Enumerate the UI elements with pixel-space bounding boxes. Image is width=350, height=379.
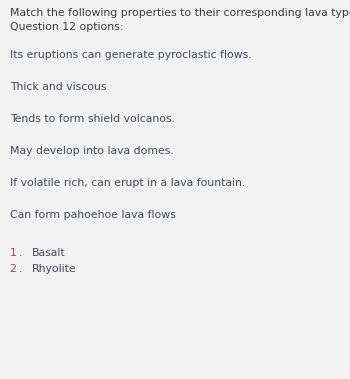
Text: Rhyolite: Rhyolite: [32, 264, 77, 274]
Text: 2 .: 2 .: [10, 264, 22, 274]
Text: Match the following properties to their corresponding lava type.: Match the following properties to their …: [10, 8, 350, 18]
Text: 1 .: 1 .: [10, 248, 22, 258]
Text: Basalt: Basalt: [32, 248, 66, 258]
Text: Tends to form shield volcanos.: Tends to form shield volcanos.: [10, 114, 175, 124]
Text: If volatile rich, can erupt in a lava fountain.: If volatile rich, can erupt in a lava fo…: [10, 178, 245, 188]
Text: May develop into lava domes.: May develop into lava domes.: [10, 146, 174, 156]
Text: Its eruptions can generate pyroclastic flows.: Its eruptions can generate pyroclastic f…: [10, 50, 252, 60]
Text: Can form pahoehoe lava flows: Can form pahoehoe lava flows: [10, 210, 176, 220]
Text: Thick and viscous: Thick and viscous: [10, 82, 106, 92]
Text: Question 12 options:: Question 12 options:: [10, 22, 123, 32]
